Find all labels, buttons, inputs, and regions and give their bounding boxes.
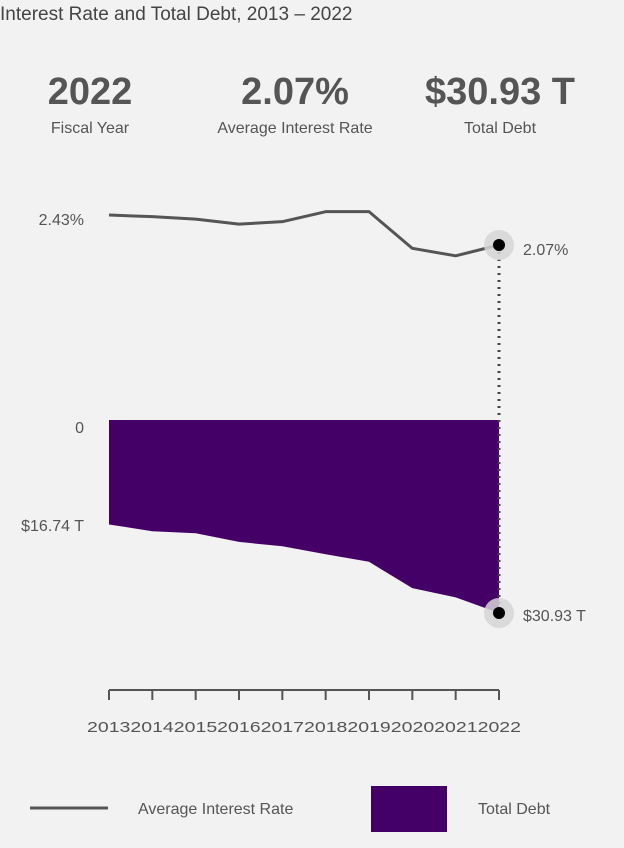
x-tick-label-2019: 2019	[347, 719, 390, 736]
x-tick-label-2018: 2018	[304, 719, 347, 736]
legend-debt-swatch	[371, 786, 447, 832]
debt-area	[109, 420, 499, 613]
x-tick-label-2013: 2013	[87, 719, 130, 736]
rate-top-label: 2.43%	[39, 212, 84, 229]
x-tick-label-2017: 2017	[261, 719, 304, 736]
marker-layer	[484, 230, 514, 628]
x-tick-label-2020: 2020	[391, 719, 434, 736]
rate-line-layer	[108, 210, 500, 258]
rate-end-marker	[493, 239, 505, 251]
x-tick-labels: 2013 2014 2015 2016 2017 2018 2019 2020 2021 2022	[87, 719, 521, 736]
kpi-total-debt: $30.93 T Total Debt	[405, 70, 595, 138]
kpi-interest-rate: 2.07% Average Interest Rate	[195, 70, 395, 138]
debt-end-label: $30.93 T	[523, 608, 586, 625]
debt-area-layer	[109, 420, 499, 613]
debt-start-label: $16.74 T	[21, 518, 84, 535]
kpi-interest-rate-value: 2.07%	[241, 71, 349, 113]
legend: Average Interest Rate Total Debt	[30, 786, 551, 832]
kpi-fiscal-year-value: 2022	[47, 71, 133, 113]
legend-rate-label: Average Interest Rate	[138, 801, 293, 818]
kpi-fiscal-year-label: Fiscal Year	[50, 120, 130, 137]
debt-end-marker	[493, 607, 505, 619]
legend-debt-label: Total Debt	[478, 801, 551, 818]
rate-line	[108, 210, 500, 258]
kpi-total-debt-label: Total Debt	[463, 120, 537, 137]
x-tick-label-2015: 2015	[174, 719, 217, 736]
rate-end-label: 2.07%	[523, 242, 568, 259]
x-tick-label-2022: 2022	[478, 719, 521, 736]
x-axis: 2013 2014 2015 2016 2017 2018 2019 2020 2021 2022	[87, 689, 521, 736]
x-tick-label-2021: 2021	[434, 719, 477, 736]
x-tick-label-2016: 2016	[217, 719, 260, 736]
debt-zero-label: 0	[75, 420, 84, 437]
kpi-interest-rate-label: Average Interest Rate	[217, 120, 373, 137]
x-tick-label-2014: 2014	[130, 719, 173, 736]
kpi-total-debt-value: $30.93 T	[425, 71, 575, 113]
chart-title: Interest Rate and Total Debt, 2013 – 202…	[0, 4, 353, 25]
kpi-fiscal-year: 2022 Fiscal Year	[30, 70, 150, 138]
